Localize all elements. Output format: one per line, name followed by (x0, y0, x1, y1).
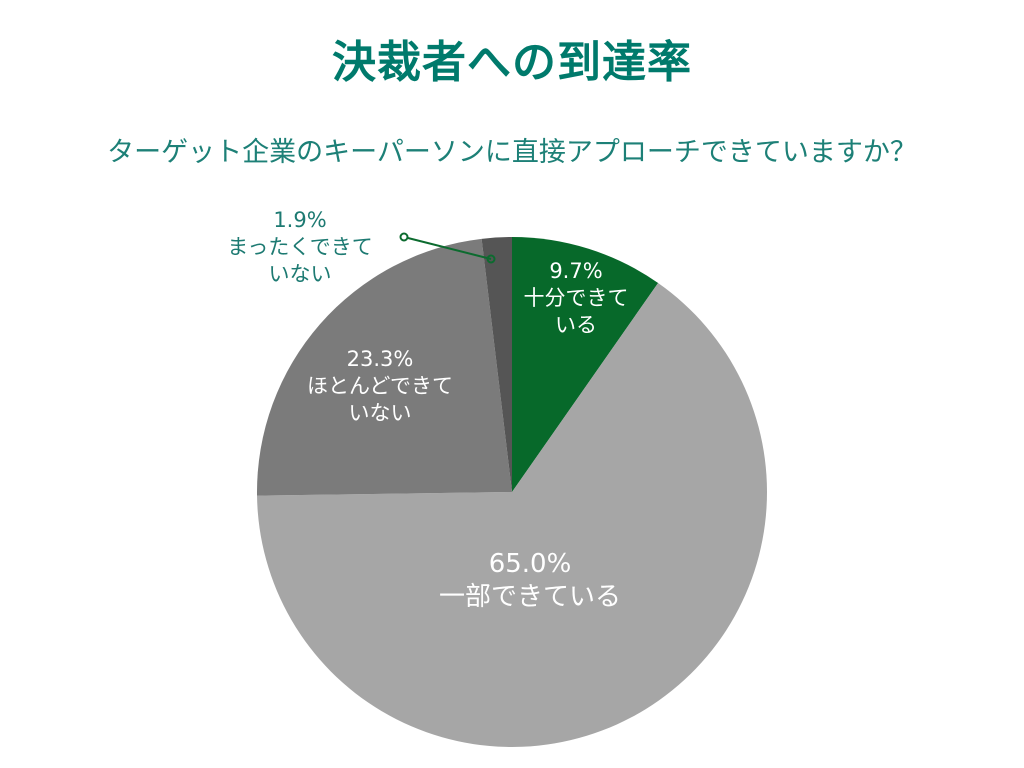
leader-line (403, 236, 492, 260)
leader-dot-icon (486, 254, 496, 264)
label-not-at-all-text2: いない (268, 261, 332, 286)
label-enough-text1: 十分できて (523, 285, 629, 310)
label-not-at-all-text1: まったくできて (227, 234, 373, 259)
chart-title: 決裁者への到達率 (332, 37, 692, 88)
label-mostly-not-pct: 23.3% (346, 347, 414, 371)
label-mostly-not: 23.3% ほとんどできて いない (285, 346, 475, 427)
label-not-at-all: 1.9% まったくできて いない (205, 207, 395, 288)
label-mostly-not-text2: いない (348, 400, 412, 425)
label-partial: 65.0% 一部できている (410, 548, 650, 615)
slice-partial (257, 283, 768, 747)
label-enough: 9.7% 十分できて いる (506, 258, 646, 339)
slice-enough (512, 237, 659, 492)
label-not-at-all-pct: 1.9% (273, 208, 327, 232)
slice-mostly-not (257, 238, 512, 496)
label-enough-text2: いる (555, 312, 597, 337)
leader-dot-icon (399, 232, 409, 242)
chart-subtitle: ターゲット企業のキーパーソンに直接アプローチできていますか？ (107, 137, 917, 168)
label-partial-pct: 65.0% (488, 549, 572, 579)
label-partial-text1: 一部できている (438, 582, 621, 613)
label-mostly-not-text1: ほとんどできて (307, 373, 453, 398)
label-enough-pct: 9.7% (549, 259, 603, 283)
slice-not-at-all (481, 237, 512, 492)
